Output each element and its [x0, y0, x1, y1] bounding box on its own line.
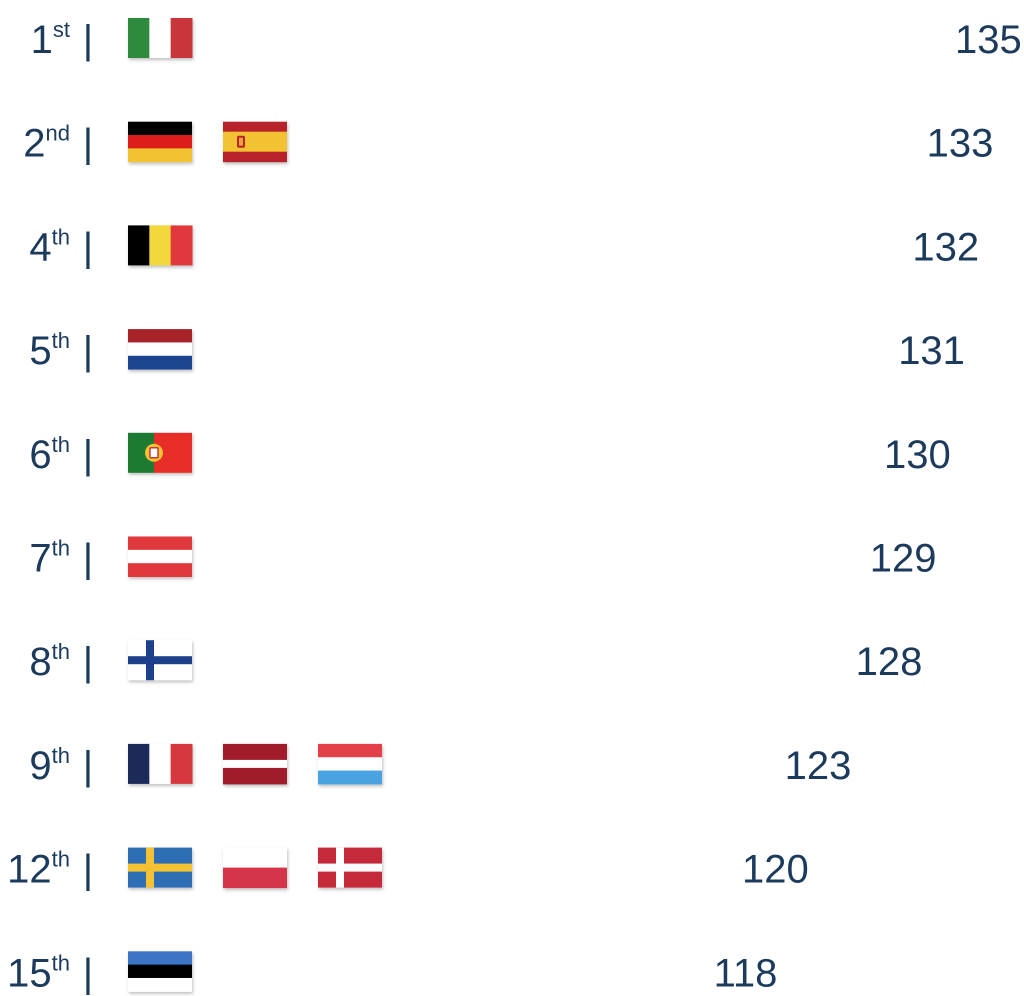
rank-number: 9 — [29, 744, 51, 788]
value-label: 131 — [898, 329, 965, 373]
finland-flag — [128, 640, 192, 681]
value-label: 130 — [884, 433, 951, 477]
chart-row: 8th | 128 — [29, 639, 922, 684]
value-label: 120 — [742, 848, 809, 892]
rank-suffix: th — [52, 847, 70, 872]
rank-separator: | — [83, 122, 93, 166]
portugal-flag — [128, 432, 192, 473]
chart-row: 1st | 135 — [31, 17, 1022, 62]
rank-suffix: nd — [46, 121, 70, 146]
rank-suffix: th — [52, 536, 70, 561]
rank-suffix: th — [52, 639, 70, 664]
value-label: 129 — [870, 537, 937, 581]
rank-suffix: st — [53, 17, 70, 42]
rank-suffix: th — [52, 743, 70, 768]
rank-number: 1 — [31, 18, 53, 62]
chart-row: 12th | 120 — [7, 847, 809, 892]
value-label: 132 — [912, 225, 979, 269]
belgium-flag — [128, 225, 193, 266]
rank-label: 12th — [7, 847, 70, 892]
france-flag — [128, 743, 193, 784]
luxembourg-flag — [318, 743, 382, 785]
rank-number: 8 — [29, 640, 51, 684]
rank-separator: | — [83, 744, 93, 788]
poland-flag — [223, 847, 287, 889]
rank-label: 1st — [31, 17, 70, 62]
germany-flag — [128, 121, 192, 163]
latvia-flag — [223, 743, 287, 785]
rank-number: 15 — [7, 951, 52, 995]
rank-label: 9th — [29, 743, 70, 788]
rank-number: 5 — [29, 329, 51, 373]
chart-row: 9th | 123 — [29, 743, 851, 788]
rank-suffix: th — [52, 224, 70, 249]
chart-row: 7th | 129 — [29, 536, 936, 581]
rank-suffix: th — [52, 328, 70, 353]
chart-row: 6th | 130 — [29, 432, 950, 477]
netherlands-flag — [128, 329, 192, 370]
denmark-flag — [318, 847, 382, 888]
rank-separator: | — [83, 640, 93, 684]
rank-separator: | — [83, 433, 93, 477]
rank-label: 15th — [7, 950, 70, 995]
rank-label: 6th — [29, 432, 70, 477]
chart-row: 2nd | 133 — [23, 121, 993, 166]
rank-separator: | — [83, 18, 93, 62]
chart-row: 4th | 132 — [29, 224, 979, 269]
italy-flag — [128, 18, 193, 58]
value-label: 135 — [955, 18, 1022, 62]
rank-number: 12 — [7, 848, 52, 892]
rank-separator: | — [83, 848, 93, 892]
value-label: 133 — [927, 122, 994, 166]
rank-number: 6 — [29, 433, 51, 477]
value-label: 128 — [856, 640, 923, 684]
rank-number: 2 — [23, 122, 45, 166]
rank-separator: | — [83, 537, 93, 581]
rank-label: 5th — [29, 328, 70, 373]
rank-label: 8th — [29, 639, 70, 684]
sweden-flag — [128, 847, 192, 888]
value-label: 118 — [714, 951, 778, 995]
rank-separator: | — [83, 951, 93, 995]
value-label: 123 — [785, 744, 852, 788]
rank-separator: | — [83, 225, 93, 269]
rank-label: 7th — [29, 536, 70, 581]
spain-flag — [223, 121, 287, 163]
chart-row: 15th | 118 — [7, 950, 777, 995]
rank-number: 7 — [29, 537, 51, 581]
austria-flag — [128, 536, 192, 577]
rank-label: 4th — [29, 224, 70, 269]
estonia-flag — [128, 951, 192, 992]
rank-suffix: th — [52, 432, 70, 457]
rank-label: 2nd — [23, 121, 70, 166]
rank-suffix: th — [52, 950, 70, 975]
chart-row: 5th | 131 — [29, 328, 965, 373]
rank-number: 4 — [29, 225, 51, 269]
rank-separator: | — [83, 329, 93, 373]
